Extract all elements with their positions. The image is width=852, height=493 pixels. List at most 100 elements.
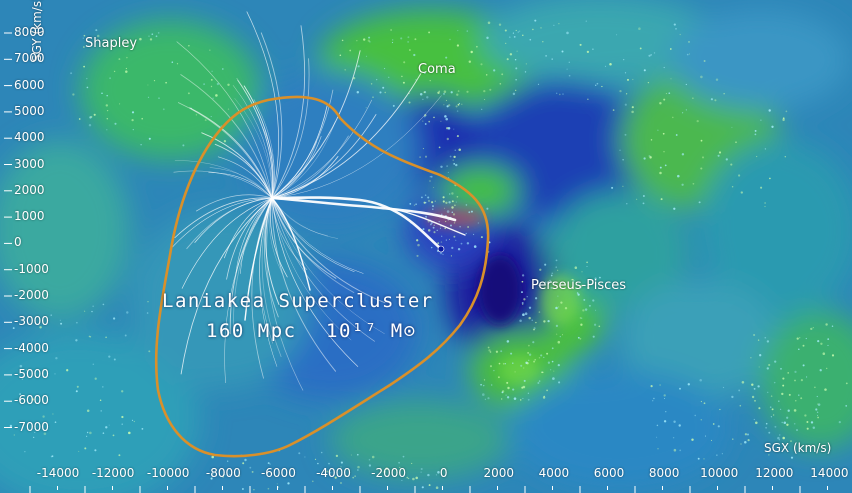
- galaxy-point: [227, 108, 230, 110]
- galaxy-point: [663, 394, 666, 397]
- galaxy-point: [585, 20, 587, 22]
- galaxy-point: [155, 35, 158, 38]
- galaxy-point: [433, 231, 436, 234]
- galaxy-point: [42, 415, 45, 418]
- galaxy-point: [685, 109, 687, 111]
- galaxy-point: [422, 98, 424, 100]
- galaxy-point: [631, 110, 634, 114]
- x-axis-label: SGX (km/s): [764, 441, 832, 455]
- galaxy-point: [228, 473, 231, 476]
- streamline: [271, 197, 359, 367]
- galaxy-point: [558, 23, 560, 25]
- galaxy-point: [423, 71, 426, 74]
- galaxy-point: [484, 98, 486, 101]
- galaxy-point: [102, 432, 105, 434]
- x-tick-label: 10000: [700, 466, 739, 480]
- galaxy-point: [657, 448, 659, 450]
- galaxy-point: [432, 208, 434, 210]
- galaxy-point: [476, 45, 478, 48]
- galaxy-point: [493, 369, 495, 372]
- galaxy-point: [466, 30, 468, 32]
- galaxy-point: [445, 56, 448, 59]
- galaxy-point: [171, 61, 174, 63]
- galaxy-point: [76, 321, 78, 324]
- galaxy-point: [767, 391, 769, 393]
- galaxy-point: [119, 103, 121, 105]
- galaxy-point: [485, 74, 488, 76]
- galaxy-point: [149, 38, 153, 41]
- galaxy-point: [486, 207, 489, 210]
- streamline: [253, 99, 275, 199]
- galaxy-point: [787, 409, 790, 412]
- galaxy-point: [433, 116, 435, 119]
- supercluster-name: Laniakea Supercluster: [162, 290, 434, 312]
- galaxy-point: [424, 123, 427, 125]
- galaxy-point: [622, 159, 624, 161]
- galaxy-point: [422, 120, 424, 122]
- galaxy-point: [368, 458, 371, 461]
- galaxy-point: [635, 198, 638, 200]
- galaxy-point: [412, 477, 415, 481]
- galaxy-point: [656, 424, 659, 427]
- galaxy-point: [545, 55, 547, 57]
- galaxy-point: [738, 389, 741, 392]
- galaxy-point: [747, 438, 750, 442]
- galaxy-point: [427, 229, 431, 232]
- galaxy-point: [89, 116, 92, 119]
- x-tick-label: 6000: [593, 466, 625, 480]
- galaxy-point: [448, 104, 451, 107]
- galaxy-point: [482, 384, 485, 387]
- galaxy-point: [121, 423, 123, 425]
- galaxy-point: [586, 261, 588, 264]
- galaxy-point: [407, 36, 410, 39]
- galaxy-point: [528, 316, 531, 320]
- galaxy-point: [356, 91, 360, 94]
- galaxy-point: [86, 86, 89, 89]
- galaxy-point: [443, 104, 445, 106]
- galaxy-point: [456, 44, 460, 47]
- galaxy-point: [699, 379, 702, 382]
- galaxy-point: [9, 424, 13, 428]
- galaxy-point: [546, 352, 549, 355]
- galaxy-point: [335, 454, 339, 458]
- galaxy-point: [54, 373, 56, 375]
- galaxy-point: [411, 462, 413, 464]
- galaxy-point: [251, 470, 254, 473]
- galaxy-point: [664, 164, 667, 167]
- galaxy-point: [657, 129, 659, 131]
- galaxy-point: [561, 50, 564, 53]
- galaxy-point: [538, 356, 541, 359]
- galaxy-point: [83, 310, 86, 312]
- galaxy-point: [451, 192, 454, 195]
- galaxy-point: [522, 313, 525, 317]
- galaxy-point: [771, 408, 774, 411]
- galaxy-point: [402, 81, 405, 84]
- galaxy-point: [778, 439, 781, 441]
- galaxy-point: [480, 63, 483, 66]
- streamline: [271, 197, 386, 304]
- galaxy-point: [165, 81, 167, 84]
- galaxy-point: [512, 32, 514, 34]
- galaxy-point: [506, 396, 510, 399]
- galaxy-point: [626, 203, 628, 205]
- streamline: [246, 11, 279, 199]
- galaxy-point: [755, 421, 758, 425]
- streamline: [269, 197, 283, 274]
- galaxy-point: [106, 118, 109, 120]
- galaxy-point: [556, 92, 558, 94]
- galaxy-point: [819, 369, 822, 372]
- streamline: [265, 197, 280, 306]
- galaxy-point: [560, 301, 563, 304]
- galaxy-point: [437, 471, 440, 474]
- galaxy-point: [227, 460, 229, 462]
- galaxy-point: [367, 39, 370, 42]
- galaxy-point: [105, 104, 109, 107]
- galaxy-point: [445, 99, 447, 101]
- galaxy-point: [714, 99, 717, 102]
- galaxy-point: [370, 83, 373, 85]
- galaxy-point: [125, 70, 128, 73]
- galaxy-point: [140, 144, 142, 146]
- galaxy-point: [738, 174, 741, 177]
- galaxy-point: [505, 394, 507, 396]
- galaxy-point: [443, 207, 446, 209]
